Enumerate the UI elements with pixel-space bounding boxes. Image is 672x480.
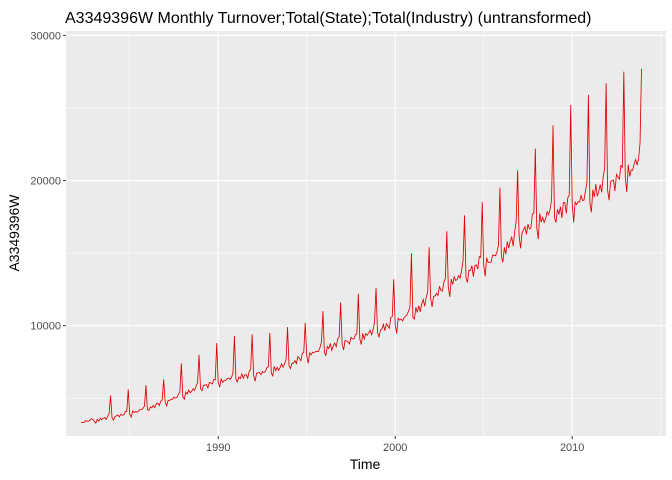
y-axis: 10000 20000 30000 (30, 30, 66, 333)
y-tick-label: 10000 (30, 321, 61, 333)
y-tick-label: 20000 (30, 176, 61, 188)
x-tick-label: 1990 (206, 442, 230, 454)
x-tick-label: 2000 (383, 442, 407, 454)
x-axis-title: Time (350, 456, 381, 472)
plot-panel (66, 31, 666, 436)
y-axis-title: A3349396W (6, 194, 22, 272)
x-axis: 1990 2000 2010 (206, 436, 584, 454)
chart-title: A3349396W Monthly Turnover;Total(State);… (65, 10, 591, 27)
major-gridlines (66, 31, 666, 436)
series-line (81, 68, 642, 424)
y-tick-label: 30000 (30, 30, 61, 42)
x-tick-label: 2010 (560, 442, 584, 454)
minor-gridlines (66, 31, 666, 436)
